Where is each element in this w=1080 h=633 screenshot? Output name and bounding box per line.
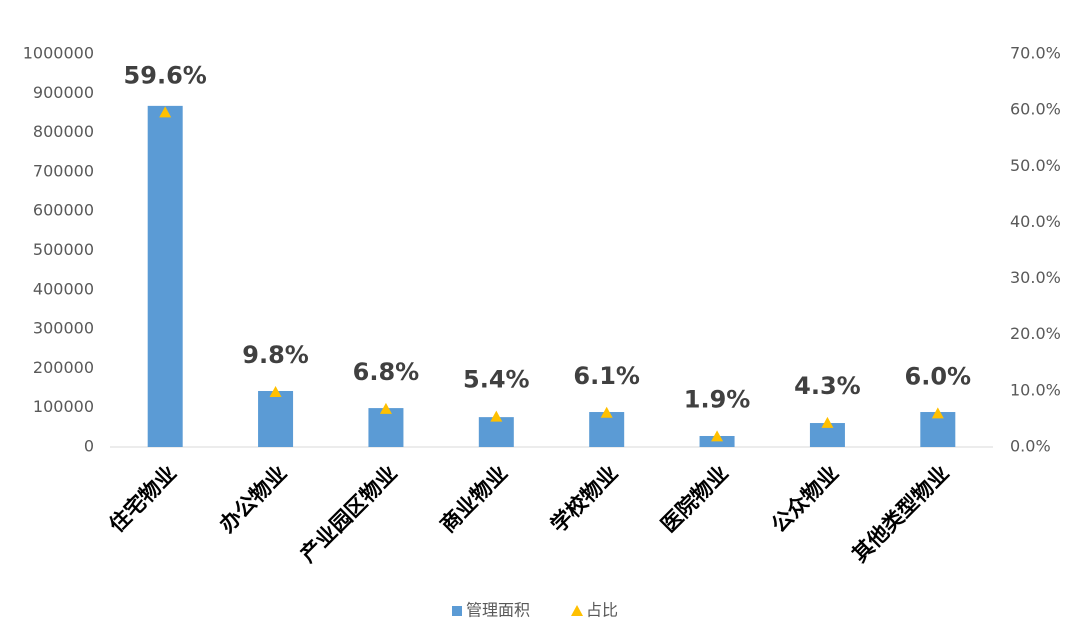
y-tick-label: 200000: [33, 358, 94, 377]
x-tick-label: 产业园区物业: [296, 461, 402, 567]
y2-tick-label: 20.0%: [1010, 324, 1061, 343]
bar: [809, 423, 845, 447]
y-tick-label: 900000: [33, 83, 94, 102]
y2-tick-label: 70.0%: [1010, 44, 1061, 63]
x-tick-label: 医院物业: [656, 461, 732, 537]
y-tick-label: 700000: [33, 161, 94, 180]
x-tick-label: 住宅物业: [105, 461, 181, 537]
y-tick-label: 1000000: [23, 44, 94, 63]
y-tick-label: 0: [84, 437, 94, 456]
bar: [589, 412, 625, 447]
data-label: 4.3%: [794, 372, 861, 400]
bar: [699, 435, 735, 447]
x-tick-label: 公众物业: [767, 461, 843, 537]
bar: [147, 105, 183, 447]
data-label: 5.4%: [463, 366, 530, 394]
legend-label: 占比: [586, 601, 618, 620]
legend-marker: [452, 606, 462, 616]
y-tick-label: 100000: [33, 397, 94, 416]
y2-tick-label: 50.0%: [1010, 156, 1061, 175]
marker: [821, 416, 834, 428]
x-tick-label: 其他类型物业: [848, 461, 954, 567]
data-label: 59.6%: [124, 61, 207, 89]
y2-tick-label: 40.0%: [1010, 212, 1061, 231]
x-tick-label: 学校物业: [546, 461, 622, 537]
y-tick-label: 300000: [33, 319, 94, 338]
y-tick-label: 800000: [33, 122, 94, 141]
data-label: 1.9%: [684, 385, 751, 413]
bar: [478, 417, 514, 447]
legend-label: 管理面积: [466, 601, 530, 620]
y-tick-label: 600000: [33, 201, 94, 220]
data-label: 6.1%: [573, 362, 640, 390]
x-tick-label: 办公物业: [215, 461, 291, 537]
legend-marker: [571, 605, 584, 616]
y-tick-label: 500000: [33, 240, 94, 259]
data-label: 9.8%: [242, 341, 309, 369]
x-tick-label: 商业物业: [436, 461, 512, 537]
marker: [931, 407, 944, 419]
marker: [379, 402, 392, 414]
y2-tick-label: 60.0%: [1010, 100, 1061, 119]
marker: [269, 385, 282, 397]
y2-tick-label: 30.0%: [1010, 268, 1061, 287]
marker: [600, 406, 613, 418]
bar: [258, 390, 294, 447]
marker: [159, 106, 172, 118]
marker: [711, 430, 724, 442]
bar: [368, 408, 404, 447]
marker: [490, 410, 503, 422]
data-label: 6.8%: [353, 358, 420, 386]
y2-tick-label: 10.0%: [1010, 380, 1061, 399]
y2-tick-label: 0.0%: [1010, 437, 1051, 456]
data-label: 6.0%: [905, 362, 972, 390]
y-tick-label: 400000: [33, 279, 94, 298]
